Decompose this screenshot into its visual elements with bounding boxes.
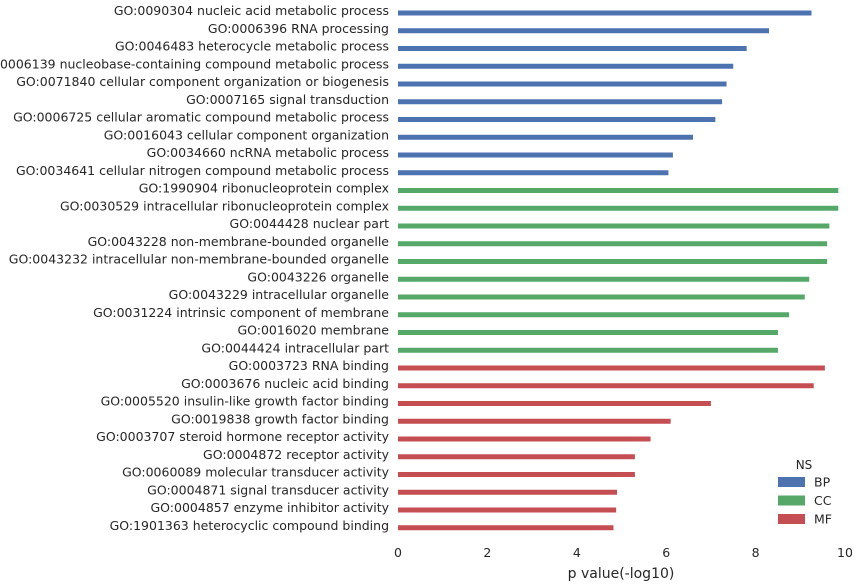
category-label: GO:0030529 intracellular ribonucleoprote… bbox=[60, 198, 389, 213]
bar-bp bbox=[398, 28, 770, 34]
category-label: GO:0016020 membrane bbox=[237, 323, 389, 338]
bar-mf bbox=[398, 418, 671, 424]
bar-bp bbox=[398, 63, 734, 69]
legend-label-cc: CC bbox=[814, 493, 832, 508]
legend-label-bp: BP bbox=[814, 475, 831, 490]
legend-title: NS bbox=[796, 458, 813, 472]
bar-mf bbox=[398, 507, 617, 513]
bar-mf bbox=[398, 489, 618, 495]
bar-bp bbox=[398, 134, 694, 140]
category-label: GO:0043226 organelle bbox=[247, 269, 389, 284]
bar-bp bbox=[398, 81, 727, 87]
legend-swatch-bp bbox=[778, 477, 805, 487]
bar-cc bbox=[398, 347, 778, 353]
x-tick-label: 4 bbox=[573, 545, 581, 560]
category-label: GO:0034641 cellular nitrogen compound me… bbox=[16, 163, 389, 178]
bar-bp bbox=[398, 170, 669, 176]
legend-swatch-mf bbox=[778, 514, 805, 524]
bar-mf bbox=[398, 472, 635, 477]
bar-mf bbox=[398, 401, 711, 406]
x-axis-label: p value(-log10) bbox=[568, 566, 675, 582]
category-label: GO:0005520 insulin-like growth factor bi… bbox=[101, 394, 389, 409]
category-label: GO:0003707 steroid hormone receptor acti… bbox=[96, 429, 389, 444]
legend: NS BP CC MF bbox=[778, 458, 832, 527]
category-label: GO:0006396 RNA processing bbox=[208, 21, 389, 36]
category-label: GO:0031224 intrinsic component of membra… bbox=[93, 305, 389, 320]
category-label: GO:0071840 cellular component organizati… bbox=[16, 74, 389, 89]
category-label: GO:0006725 cellular aromatic compound me… bbox=[13, 110, 389, 125]
bar-cc bbox=[398, 259, 828, 264]
bar-cc bbox=[398, 205, 839, 211]
bar-mf bbox=[398, 365, 825, 371]
bar-bp bbox=[398, 99, 723, 105]
bar-mf bbox=[398, 383, 814, 389]
category-label: GO:0043229 intracellular organelle bbox=[169, 287, 390, 302]
x-tick-label: 2 bbox=[483, 545, 491, 560]
category-label: GO:0004872 receptor activity bbox=[203, 447, 390, 462]
category-label: GO:0019838 growth factor binding bbox=[171, 411, 389, 426]
bar-bp bbox=[398, 117, 716, 122]
category-label: GO:0006139 nucleobase-containing compoun… bbox=[0, 56, 389, 71]
legend-label-mf: MF bbox=[814, 512, 832, 527]
bar-bp bbox=[398, 152, 673, 158]
bar-mf bbox=[398, 436, 651, 442]
bar-bp bbox=[398, 10, 812, 16]
category-label: GO:0004857 enzyme inhibitor activity bbox=[150, 500, 389, 515]
category-label: GO:0004871 signal transducer activity bbox=[147, 482, 389, 497]
category-label: GO:0044428 nuclear part bbox=[230, 216, 390, 231]
bar-cc bbox=[398, 294, 805, 300]
bar-bp bbox=[398, 46, 747, 51]
category-label: GO:0043228 non-membrane-bounded organell… bbox=[88, 234, 390, 249]
category-label: GO:0016043 cellular component organizati… bbox=[104, 127, 389, 142]
bar-cc bbox=[398, 312, 790, 318]
x-tick-label: 10 bbox=[837, 545, 853, 560]
category-label: GO:0034660 ncRNA metabolic process bbox=[147, 145, 389, 160]
category-label: GO:0060089 molecular transducer activity bbox=[122, 465, 390, 480]
category-label: GO:0007165 signal transduction bbox=[186, 92, 389, 107]
category-label: GO:0044424 intracellular part bbox=[201, 340, 389, 355]
bars-group bbox=[398, 10, 839, 531]
category-label: GO:0043232 intracellular non-membrane-bo… bbox=[9, 252, 390, 267]
bar-mf bbox=[398, 454, 635, 460]
bar-mf bbox=[398, 525, 614, 531]
category-label: GO:0046483 heterocycle metabolic process bbox=[115, 39, 389, 54]
category-label: GO:1990904 ribonucleoprotein complex bbox=[139, 181, 389, 196]
bar-cc bbox=[398, 188, 839, 193]
bar-cc bbox=[398, 223, 830, 229]
bar-cc bbox=[398, 276, 810, 282]
legend-swatch-cc bbox=[778, 495, 805, 506]
bar-cc bbox=[398, 241, 828, 247]
category-label: GO:0003723 RNA binding bbox=[229, 358, 389, 373]
category-label: GO:0090304 nucleic acid metabolic proces… bbox=[114, 3, 389, 18]
category-label: GO:0003676 nucleic acid binding bbox=[181, 376, 389, 391]
category-labels-group: GO:0090304 nucleic acid metabolic proces… bbox=[0, 3, 390, 533]
category-label: GO:1901363 heterocyclic compound binding bbox=[110, 518, 389, 533]
x-tick-label: 8 bbox=[752, 545, 760, 560]
x-tick-label: 0 bbox=[394, 545, 402, 560]
x-tick-labels-group: 0 2 4 6 8 10 bbox=[394, 545, 853, 560]
bar-cc bbox=[398, 330, 778, 335]
x-tick-label: 6 bbox=[662, 545, 670, 560]
